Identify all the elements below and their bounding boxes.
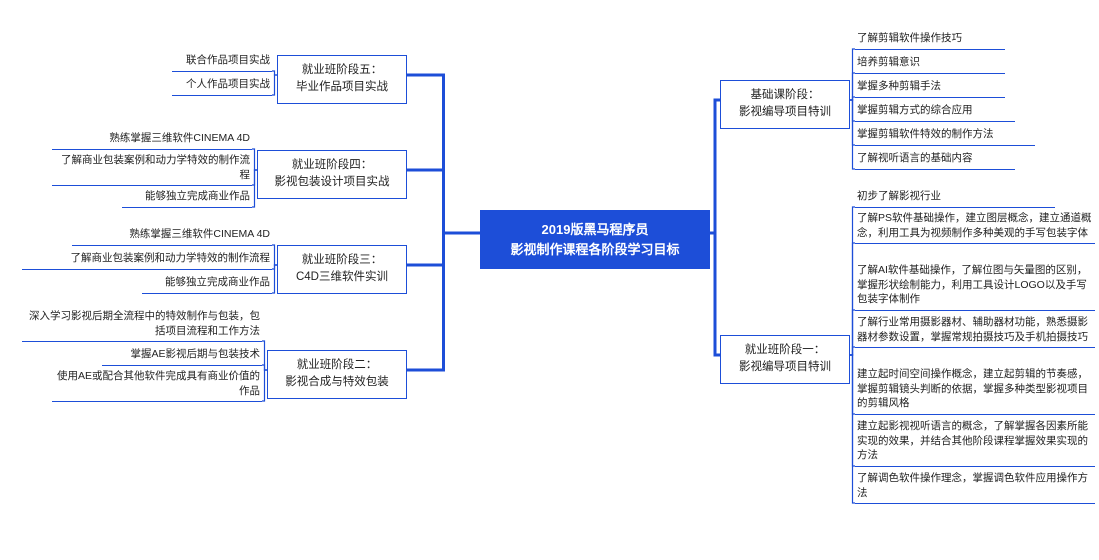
leaf-node: 深入学习影视后期全流程中的特效制作与包装，包括项目流程和工作方法 (22, 306, 262, 342)
leaf-node: 掌握剪辑软件特效的制作方法 (855, 124, 1035, 146)
leaf-node: 掌握剪辑方式的综合应用 (855, 100, 1015, 122)
branch-node: 就业班阶段四： 影视包装设计项目实战 (257, 150, 407, 199)
center-node: 2019版黑马程序员 影视制作课程各阶段学习目标 (480, 210, 710, 269)
leaf-node: 了解调色软件操作理念，掌握调色软件应用操作方法 (855, 468, 1095, 504)
branch-node: 就业班阶段一： 影视编导项目特训 (720, 335, 850, 384)
branch-title-l2: 影视包装设计项目实战 (275, 176, 390, 188)
branch-title-l1: 就业班阶段五： (302, 64, 383, 76)
branch-title-l2: 影视合成与特效包装 (285, 376, 389, 388)
leaf-node: 能够独立完成商业作品 (142, 272, 272, 294)
leaf-node: 了解行业常用摄影器材、辅助器材功能，熟悉摄影器材参数设置，掌握常规拍摄技巧及手机… (855, 312, 1095, 348)
branch-title-l1: 基础课阶段： (751, 89, 820, 101)
branch-title-l2: 毕业作品项目实战 (296, 81, 388, 93)
leaf-node: 能够独立完成商业作品 (122, 186, 252, 208)
branch-title-l1: 就业班阶段三： (302, 254, 383, 266)
branch-title-l2: 影视编导项目特训 (739, 106, 831, 118)
branch-node: 就业班阶段五： 毕业作品项目实战 (277, 55, 407, 104)
leaf-node: 联合作品项目实战 (172, 50, 272, 72)
leaf-node: 了解剪辑软件操作技巧 (855, 28, 1005, 50)
leaf-node: 个人作品项目实战 (172, 74, 272, 96)
branch-title-l2: 影视编导项目特训 (739, 361, 831, 373)
branch-node: 基础课阶段： 影视编导项目特训 (720, 80, 850, 129)
center-line2: 影视制作课程各阶段学习目标 (510, 242, 679, 257)
center-line1: 2019版黑马程序员 (542, 222, 649, 237)
leaf-node: 掌握AE影视后期与包装技术 (102, 344, 262, 366)
branch-title-l2: C4D三维软件实训 (296, 271, 388, 283)
leaf-node: 了解PS软件基础操作，建立图层概念，建立通道概念，利用工具为视频制作多种美观的手… (855, 208, 1095, 244)
leaf-node: 培养剪辑意识 (855, 52, 1005, 74)
leaf-node: 了解视听语言的基础内容 (855, 148, 1015, 170)
leaf-node: 了解商业包装案例和动力学特效的制作流程 (52, 150, 252, 186)
leaf-node: 了解商业包装案例和动力学特效的制作流程 (22, 248, 272, 270)
leaf-node: 熟练掌握三维软件CINEMA 4D (72, 224, 272, 246)
branch-node: 就业班阶段三： C4D三维软件实训 (277, 245, 407, 294)
branch-node: 就业班阶段二： 影视合成与特效包装 (267, 350, 407, 399)
branch-title-l1: 就业班阶段一： (745, 344, 826, 356)
leaf-node: 了解AI软件基础操作，了解位图与矢量图的区别，掌握形状绘制能力，利用工具设计LO… (855, 260, 1095, 311)
leaf-node: 熟练掌握三维软件CINEMA 4D (52, 128, 252, 150)
leaf-node: 建立起影视视听语言的概念，了解掌握各因素所能实现的效果，并结合其他阶段课程掌握效… (855, 416, 1095, 467)
branch-title-l1: 就业班阶段二： (297, 359, 378, 371)
leaf-node: 建立起时间空间操作概念，建立起剪辑的节奏感，掌握剪辑镜头判断的依据，掌握多种类型… (855, 364, 1095, 415)
leaf-node: 使用AE或配合其他软件完成具有商业价值的作品 (52, 366, 262, 402)
branch-title-l1: 就业班阶段四： (292, 159, 373, 171)
leaf-node: 初步了解影视行业 (855, 186, 1055, 208)
leaf-node: 掌握多种剪辑手法 (855, 76, 1005, 98)
